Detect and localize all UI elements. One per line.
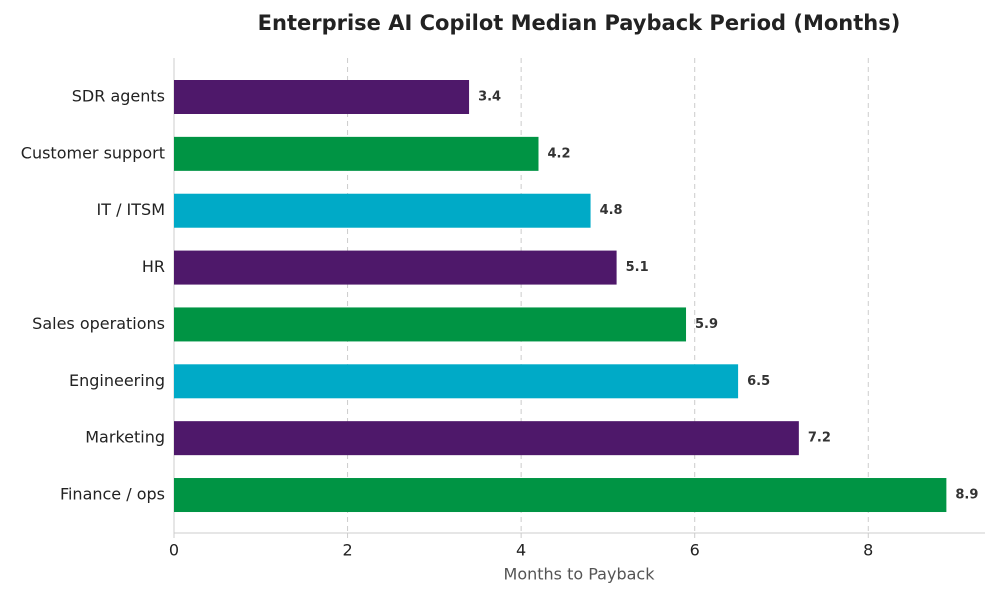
x-tick-label: 0 [169,541,179,560]
value-label: 7.2 [808,431,831,446]
value-label: 6.5 [747,374,770,389]
value-label: 4.8 [600,203,623,218]
x-tick-label: 4 [516,541,526,560]
x-tick-label: 8 [863,541,873,560]
bar [174,364,739,399]
y-tick-label: Marketing [85,428,165,447]
value-label: 3.4 [478,90,501,105]
chart-title: Enterprise AI Copilot Median Payback Per… [258,11,901,35]
bar [174,421,799,456]
value-label: 5.9 [695,317,718,332]
y-tick-label: Finance / ops [60,485,165,504]
y-tick-label: SDR agents [72,87,165,106]
bar [174,80,470,114]
bar [174,193,591,228]
y-tick-label: HR [142,257,165,276]
x-tick-label: 6 [690,541,700,560]
value-label: 5.1 [626,260,649,275]
y-tick-label: IT / ITSM [96,200,165,219]
bar [174,478,947,513]
value-label: 4.2 [547,146,570,161]
bar [174,307,687,342]
x-tick-label: 2 [342,541,352,560]
y-tick-label: Sales operations [32,314,165,333]
bar [174,136,539,171]
y-tick-label: Customer support [21,143,165,162]
y-tick-label: Engineering [69,371,165,390]
value-label: 8.9 [955,488,978,503]
x-axis-label: Months to Payback [504,565,656,584]
bar [174,250,617,285]
